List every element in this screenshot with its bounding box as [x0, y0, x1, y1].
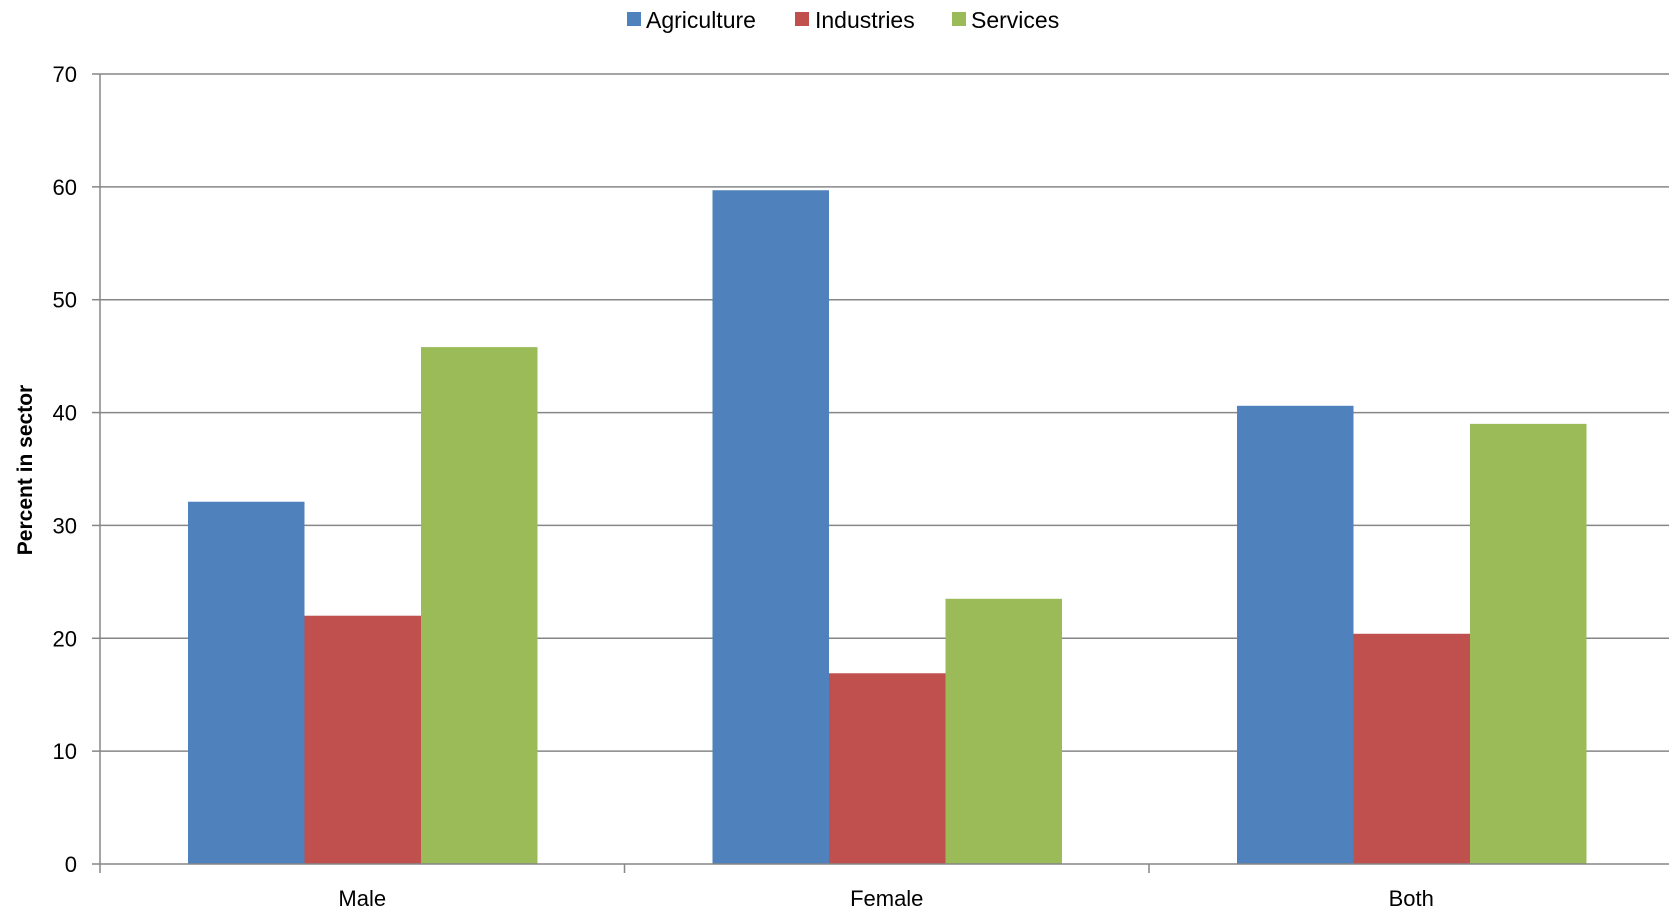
bars [188, 190, 1587, 865]
bar-services-female [945, 598, 1062, 864]
axes [99, 74, 1669, 865]
x-axis-ticks: Male Female Both [99, 864, 1434, 911]
legend-label-agriculture: Agriculture [646, 7, 756, 33]
legend-swatch-services [952, 12, 966, 26]
y-tick-label: 0 [65, 852, 77, 877]
legend-label-industries: Industries [815, 7, 915, 33]
legend-swatch-industries [795, 12, 809, 26]
y-axis-ticks: 0 10 20 30 40 50 60 70 [53, 62, 100, 877]
y-tick-label: 60 [53, 175, 77, 200]
bar-services-male [421, 347, 538, 865]
y-tick-label: 70 [53, 62, 77, 87]
y-tick-label: 10 [53, 739, 77, 764]
legend-swatch-agriculture [627, 12, 641, 26]
y-tick-label: 40 [53, 401, 77, 426]
bar-industries-male [304, 615, 421, 864]
x-tick-label: Both [1389, 886, 1434, 911]
bar-agriculture-male [188, 501, 305, 864]
bar-industries-both [1353, 633, 1470, 864]
y-tick-label: 20 [53, 626, 77, 651]
bar-agriculture-female [712, 190, 829, 864]
bar-services-both [1470, 423, 1587, 864]
bar-industries-female [829, 673, 946, 864]
legend: Agriculture Industries Services [627, 7, 1059, 33]
y-axis-title: Percent in sector [14, 385, 37, 555]
x-tick-label: Female [850, 886, 923, 911]
bar-agriculture-both [1237, 405, 1354, 864]
x-tick-label: Male [338, 886, 386, 911]
y-tick-label: 50 [53, 288, 77, 313]
y-tick-label: 30 [53, 513, 77, 538]
legend-label-services: Services [971, 7, 1059, 33]
